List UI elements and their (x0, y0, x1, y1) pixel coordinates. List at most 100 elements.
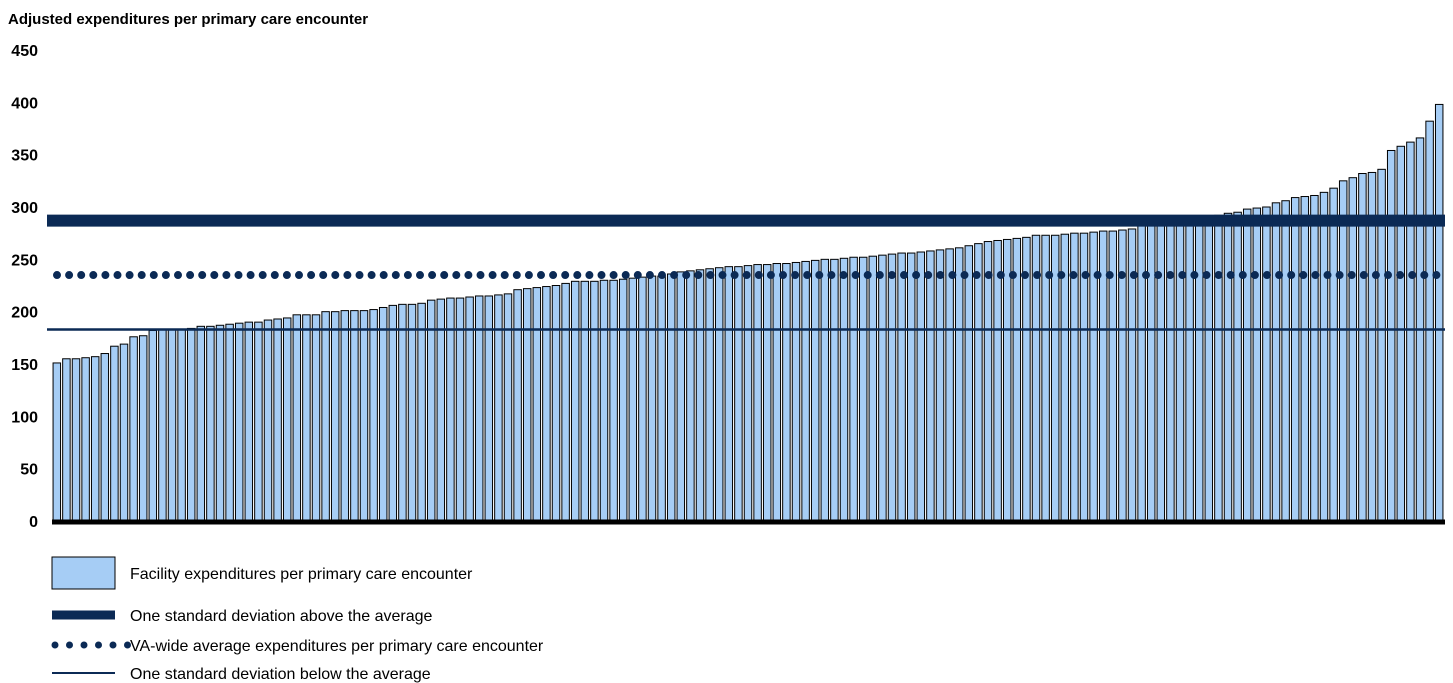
bar (935, 249, 945, 522)
bar (839, 257, 849, 522)
bar (206, 325, 215, 522)
bar (369, 309, 378, 522)
bar (1290, 197, 1300, 522)
bar (878, 254, 887, 522)
bar (292, 314, 302, 522)
bar (90, 356, 100, 522)
bar (1348, 177, 1358, 522)
bar (1386, 149, 1396, 522)
bar (1252, 207, 1262, 522)
bar (52, 362, 62, 522)
bar (542, 286, 551, 522)
bar (772, 263, 782, 522)
y-tick-label: 350 (11, 148, 38, 165)
bar (81, 357, 90, 522)
bar (1214, 214, 1223, 522)
bar (1300, 196, 1310, 522)
bar (426, 299, 436, 522)
bar (177, 328, 186, 522)
bar (1194, 219, 1204, 522)
legend: Facility expenditures per primary care e… (51, 556, 544, 683)
bar (1396, 145, 1406, 522)
bar (215, 324, 225, 522)
bar (302, 314, 311, 522)
bar (638, 276, 647, 522)
bar (1406, 141, 1415, 522)
bar (138, 335, 148, 522)
bar (734, 266, 743, 522)
bar (196, 325, 206, 522)
bar (858, 256, 868, 522)
y-tick-label: 200 (11, 305, 38, 322)
bar (820, 258, 830, 522)
bar-series (52, 103, 1444, 522)
bar (1242, 208, 1252, 522)
bar (695, 269, 705, 522)
y-tick-label: 400 (11, 95, 38, 112)
bar (1175, 221, 1185, 522)
bar (1233, 211, 1242, 522)
bar (254, 321, 263, 522)
bar (388, 304, 398, 522)
bar (522, 288, 532, 522)
bar (743, 265, 753, 522)
bar (609, 279, 618, 522)
bar (590, 280, 599, 522)
bar (810, 259, 820, 522)
y-tick-label: 100 (11, 409, 38, 426)
bar (1434, 103, 1444, 522)
y-tick-label: 450 (11, 43, 38, 60)
y-tick-label: 300 (11, 200, 38, 217)
y-axis-title: Adjusted expenditures per primary care e… (8, 11, 368, 28)
bar (129, 336, 138, 522)
bar (916, 251, 926, 522)
bar (359, 310, 369, 522)
bar (436, 298, 446, 522)
bar (964, 245, 974, 522)
bar (225, 323, 234, 522)
bar (407, 303, 417, 522)
bar (234, 322, 244, 522)
bar (887, 253, 897, 522)
bar (158, 328, 167, 522)
bar (244, 321, 254, 522)
bar (1185, 220, 1194, 522)
bar (1262, 206, 1271, 522)
bar (417, 302, 426, 522)
bar (945, 248, 954, 522)
bar (1425, 120, 1434, 522)
bar (1310, 194, 1319, 522)
bar (1223, 212, 1233, 522)
bar (513, 289, 522, 522)
bar (532, 287, 542, 522)
bar (791, 261, 801, 522)
bar (119, 343, 129, 522)
bar (801, 260, 810, 522)
bar (628, 277, 638, 522)
bar (849, 256, 858, 522)
bar (311, 314, 321, 522)
reference-lines (47, 214, 1449, 525)
bar (676, 271, 686, 522)
bar (666, 273, 676, 522)
y-tick-label: 250 (11, 252, 38, 269)
bar (263, 319, 273, 522)
bar (868, 255, 878, 522)
bar (762, 264, 772, 522)
legend-label: One standard deviation below the average (130, 666, 431, 683)
bar (148, 330, 158, 522)
bar (1166, 222, 1175, 522)
bar (926, 250, 935, 522)
bar (350, 310, 359, 522)
bar (1204, 218, 1214, 522)
bar (71, 358, 81, 522)
bar (954, 247, 964, 522)
bar (503, 293, 513, 522)
bar (570, 280, 580, 522)
bar (1012, 237, 1022, 522)
bar (974, 243, 983, 522)
bar (1338, 180, 1348, 522)
bar (1146, 224, 1156, 522)
bar (282, 317, 292, 522)
